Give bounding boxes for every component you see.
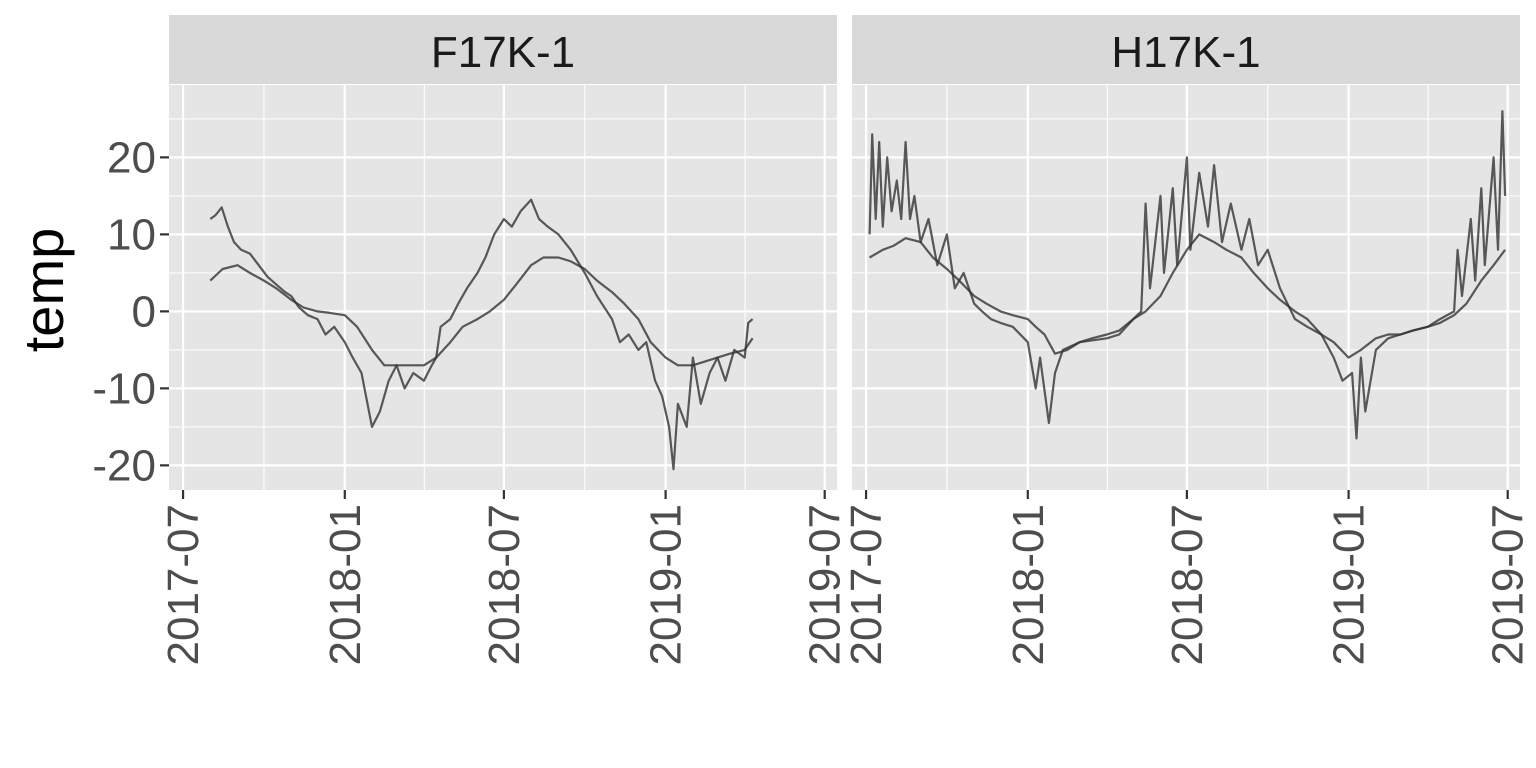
x-tick-label: 2018-01 — [1004, 504, 1053, 665]
y-tick-label: 20 — [107, 133, 156, 182]
x-tick-label: 2019-01 — [642, 504, 691, 665]
x-tick-label: 2018-07 — [1163, 504, 1212, 665]
series-line-2 — [869, 233, 1506, 359]
facet-label: H17K-1 — [1111, 28, 1260, 77]
x-tick-label: 2018-07 — [480, 504, 529, 665]
y-tick-label: -10 — [92, 364, 156, 413]
facet-strip — [169, 15, 837, 84]
x-tick-label: 2017-07 — [159, 504, 208, 665]
x-tick-label: 2017-07 — [842, 504, 891, 665]
x-tick-label: 2019-01 — [1325, 504, 1374, 665]
x-tick-label: 2019-07 — [1484, 504, 1533, 665]
facet-strip — [852, 15, 1520, 84]
y-tick-label: 0 — [132, 287, 156, 336]
series-line-2 — [209, 256, 754, 367]
y-axis-title: temp — [12, 228, 75, 353]
y-axis: -20 -10 0 10 20 — [92, 133, 169, 490]
facet-panels: F17K-1 2017-07 2018-01 2018-07 2019-01 2019-0… — [159, 15, 1533, 665]
x-tick-label: 2018-01 — [321, 504, 370, 665]
series-line-1 — [209, 198, 754, 471]
facet-panel: F17K-1 2017-07 2018-01 2018-07 2019-01 2019-0… — [159, 15, 850, 665]
y-tick-label: 10 — [107, 210, 156, 259]
facet-panel: H17K-1 2017-07 2018-01 2018-07 2019-01 2019-0… — [842, 15, 1533, 665]
facet-label: F17K-1 — [431, 28, 575, 77]
x-tick-label: 2019-07 — [801, 504, 850, 665]
y-tick-label: -20 — [92, 441, 156, 490]
